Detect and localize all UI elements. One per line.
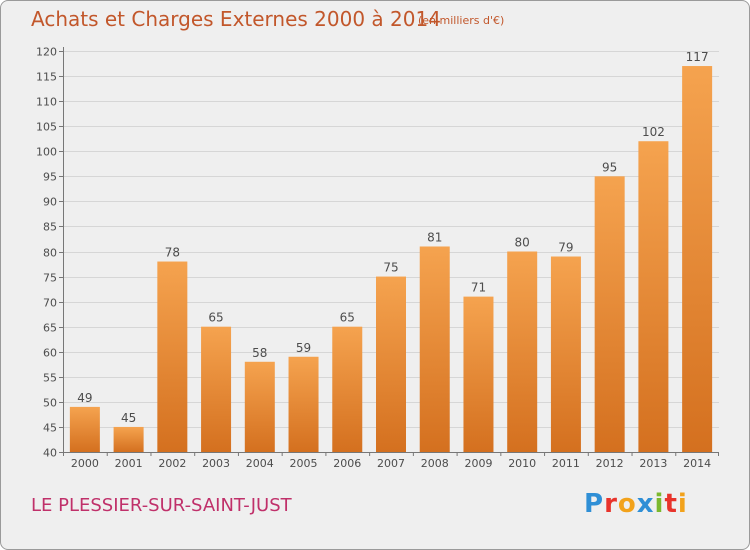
bar [69, 406, 100, 452]
bar [419, 246, 450, 452]
bar [157, 261, 188, 452]
chart-title: Achats et Charges Externes 2000 à 2014 [31, 7, 441, 31]
bar-value-label: 45 [121, 411, 136, 425]
x-tick-label: 2000 [71, 457, 99, 470]
bar [682, 66, 713, 452]
bar [550, 256, 581, 452]
y-tick-label: 115 [36, 71, 57, 84]
logo-letter: x [636, 489, 655, 519]
bar [507, 251, 538, 452]
bar [244, 361, 275, 452]
y-tick-label: 90 [43, 196, 57, 209]
bar [113, 426, 144, 452]
bar-value-label: 95 [602, 160, 617, 174]
x-tick-label: 2003 [202, 457, 230, 470]
axes [59, 47, 719, 456]
bar-value-label: 79 [558, 241, 573, 255]
logo-letter: o [617, 489, 637, 519]
x-tick-label: 2008 [421, 457, 449, 470]
bar [288, 356, 319, 452]
bar-value-label: 81 [427, 230, 442, 244]
bar-value-label: 80 [515, 236, 530, 250]
x-tick-label: 2001 [115, 457, 143, 470]
proxiti-logo[interactable]: Proxiti [584, 489, 688, 519]
bar-value-label: 78 [165, 246, 180, 260]
x-tick-label: 2002 [158, 457, 186, 470]
x-tick-label: 2011 [552, 457, 580, 470]
bar-value-label: 102 [642, 125, 665, 139]
bar-value-label: 65 [208, 311, 223, 325]
bar [201, 326, 232, 452]
y-tick-label: 120 [36, 46, 57, 59]
bar [594, 176, 625, 452]
bar-value-label: 49 [77, 391, 92, 405]
x-tick-label: 2014 [683, 457, 711, 470]
x-tick-label: 2013 [639, 457, 667, 470]
y-tick-label: 110 [36, 96, 57, 109]
logo-letter: i [654, 489, 665, 519]
bars [69, 66, 713, 452]
bar-value-label: 117 [686, 50, 709, 64]
x-tick-label: 2007 [377, 457, 405, 470]
y-tick-label: 105 [36, 121, 57, 134]
y-tick-label: 45 [43, 422, 57, 435]
y-tick-label: 40 [43, 447, 57, 460]
commune-name: LE PLESSIER-SUR-SAINT-JUST [31, 495, 292, 516]
labels: 40 45 50 55 60 65 70 75 80 85 90 95 100 105 110 115 120 4… [36, 46, 711, 471]
bar-value-label: 65 [340, 311, 355, 325]
x-tick-label: 2009 [464, 457, 492, 470]
x-tick-label: 2006 [333, 457, 361, 470]
bar [376, 276, 406, 452]
bar [638, 141, 669, 452]
x-tick-label: 2004 [246, 457, 274, 470]
y-tick-label: 55 [43, 372, 57, 385]
y-tick-label: 65 [43, 322, 57, 335]
y-tick-label: 85 [43, 221, 57, 234]
y-tick-label: 95 [43, 171, 57, 184]
y-tick-label: 80 [43, 247, 57, 260]
y-tick-label: 75 [43, 272, 57, 285]
bar [332, 326, 363, 452]
y-tick-label: 60 [43, 347, 57, 360]
chart-subtitle: (en milliers d'€) [418, 14, 505, 27]
x-tick-label: 2010 [508, 457, 536, 470]
x-tick-label: 2012 [596, 457, 624, 470]
bar [463, 296, 494, 452]
logo-letter: i [677, 489, 688, 519]
bar-value-label: 58 [252, 346, 267, 360]
y-tick-label: 70 [43, 297, 57, 310]
bar-value-label: 71 [471, 281, 486, 295]
bar-value-label: 59 [296, 341, 311, 355]
logo-letter: r [604, 489, 618, 519]
x-tick-label: 2005 [290, 457, 318, 470]
y-tick-label: 50 [43, 397, 57, 410]
logo-letter: t [664, 489, 678, 519]
y-tick-label: 100 [36, 146, 57, 159]
logo-letter: P [584, 489, 605, 519]
bar-value-label: 75 [383, 261, 398, 275]
